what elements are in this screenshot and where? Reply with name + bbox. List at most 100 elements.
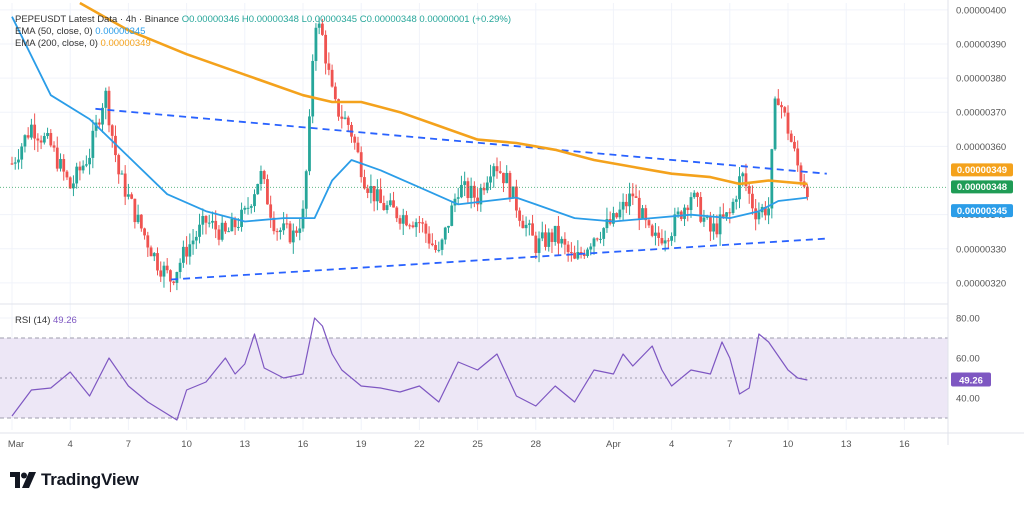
- candle-body: [20, 146, 24, 160]
- price-pane[interactable]: [0, 1, 948, 293]
- candle-body: [42, 136, 46, 143]
- ema200-label: EMA (200, close, 0): [15, 38, 98, 49]
- candle-body: [621, 201, 625, 210]
- candle-body: [359, 152, 363, 178]
- candle-body: [23, 135, 27, 147]
- candle-body: [560, 238, 564, 244]
- tradingview-logo-icon: [10, 472, 36, 488]
- candle-body: [204, 215, 208, 223]
- rsi-tick-label: 60.00: [956, 354, 980, 365]
- time-tick-label: 13: [240, 439, 251, 450]
- candle-body: [498, 171, 502, 173]
- candle-body: [705, 216, 709, 218]
- candle-body: [573, 252, 576, 259]
- candle-body: [421, 222, 425, 224]
- candle-body: [654, 232, 657, 236]
- upper-trendline: [95, 107, 827, 175]
- candle-body: [88, 157, 91, 165]
- candle-body: [165, 265, 169, 271]
- candle-body: [731, 201, 735, 214]
- candle-body: [162, 265, 166, 277]
- candle-body: [566, 244, 570, 253]
- time-tick-label: 25: [472, 439, 483, 450]
- candle-body: [314, 27, 318, 61]
- candle-body: [472, 185, 476, 198]
- candle-body: [747, 186, 751, 194]
- candle-body: [214, 220, 218, 230]
- tradingview-logo[interactable]: TradingView: [10, 470, 139, 490]
- candle-body: [233, 218, 237, 228]
- candle-body: [110, 125, 114, 136]
- candle-body: [39, 140, 43, 143]
- axes: 0.00000400 0.00000390 0.00000380 0.00000370…: [0, 0, 1024, 450]
- candle-body: [440, 239, 444, 250]
- candle-body: [198, 224, 201, 237]
- price-tick-label: 0.00000390: [956, 39, 1006, 50]
- candle-body: [489, 176, 492, 183]
- candle-body: [744, 173, 748, 187]
- candle-body: [702, 217, 706, 222]
- candle-body: [84, 164, 88, 166]
- time-tick-label: 13: [841, 439, 852, 450]
- candle-body: [599, 238, 602, 240]
- candle-body: [256, 183, 260, 195]
- rsi-value-badge: [951, 372, 991, 387]
- brand-name: TradingView: [41, 470, 139, 489]
- candle-body: [783, 107, 787, 113]
- candle-body: [188, 244, 192, 257]
- candle-body: [427, 233, 431, 244]
- candle-body: [563, 238, 567, 245]
- time-tick-label: 22: [414, 439, 425, 450]
- time-tick-label: Mar: [8, 439, 24, 450]
- candle-body: [114, 135, 117, 156]
- candle-body: [660, 237, 664, 244]
- candle-body: [185, 246, 188, 257]
- candle-body: [304, 171, 308, 209]
- candle-body: [253, 194, 256, 207]
- candle-body: [479, 187, 483, 205]
- candle-body: [269, 204, 273, 218]
- candle-body: [595, 238, 599, 240]
- candle-body: [343, 117, 347, 119]
- rsi-line: [11, 317, 808, 421]
- candle-body: [13, 162, 17, 164]
- candle-body: [734, 199, 738, 202]
- candle-body: [586, 249, 589, 256]
- candle-body: [104, 90, 108, 108]
- candle-body: [178, 262, 182, 273]
- candle-body: [127, 194, 130, 197]
- candle-body: [324, 34, 328, 64]
- candle-body: [175, 272, 179, 283]
- candle-body: [430, 243, 434, 246]
- candle-body: [492, 166, 496, 177]
- candle-body: [91, 130, 95, 158]
- candle-body: [311, 60, 315, 117]
- candle-body: [544, 232, 547, 247]
- candle-body: [709, 216, 712, 232]
- candle-body: [330, 69, 334, 87]
- candle-body: [52, 145, 56, 148]
- price-tick-label: 0.00000380: [956, 74, 1006, 85]
- candle-body: [618, 209, 622, 218]
- rsi-pane[interactable]: [0, 317, 948, 421]
- candle-body: [194, 236, 198, 241]
- candle-body: [657, 232, 661, 238]
- candle-body: [117, 155, 121, 175]
- time-tick-label: 4: [669, 439, 674, 450]
- candle-body: [447, 225, 450, 228]
- candle-body: [46, 133, 49, 137]
- candle-body: [673, 214, 677, 237]
- candle-body: [405, 215, 408, 226]
- close-price-badge-label: 0.00000348: [957, 182, 1007, 193]
- candle-body: [249, 206, 253, 208]
- candle-body: [634, 196, 638, 198]
- candle-body: [291, 230, 295, 243]
- candle-body: [295, 230, 298, 233]
- header-legend: PEPEUSDT Latest Data · 4h · Binance O0.0…: [15, 14, 511, 50]
- candle-body: [408, 225, 412, 227]
- candle-body: [725, 212, 728, 217]
- ema50-value: 0.00000345: [95, 26, 146, 37]
- time-tick-label: 4: [68, 439, 73, 450]
- candle-body: [101, 107, 104, 125]
